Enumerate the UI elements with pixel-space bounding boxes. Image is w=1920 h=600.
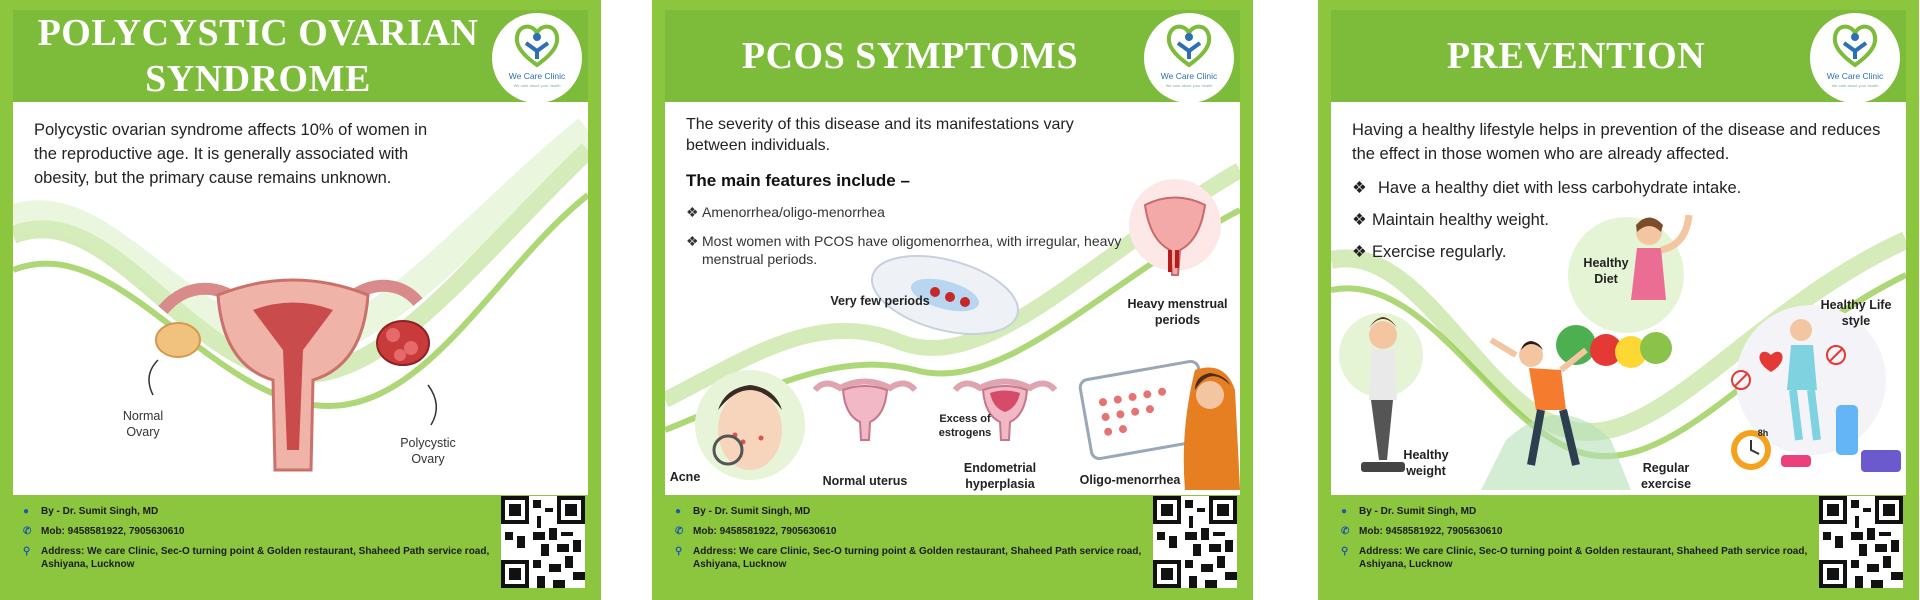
panel-prevention: PREVENTION We Care Clinic We care about … — [1318, 0, 1919, 600]
doctor-line: ● By - Dr. Sumit Singh, MD — [675, 506, 811, 517]
address-line: ⚲ Address: We care Clinic, Sec-O turning … — [1341, 546, 1808, 570]
intro-paragraph: Having a healthy lifestyle helps in prev… — [1352, 121, 1881, 163]
clinic-logo: We Care Clinic We care about your health — [492, 13, 582, 103]
location-pin-icon: ⚲ — [1341, 546, 1349, 557]
qr-code[interactable] — [501, 496, 585, 588]
page-title: POLYCYSTIC OVARIAN SYNDROME — [13, 10, 503, 102]
footer: ● By - Dr. Sumit Singh, MD ✆ Mob: 94585819… — [665, 496, 1240, 600]
address-line: ⚲ Address: We care Clinic, Sec-O turning … — [23, 546, 490, 570]
address-line: ⚲ Address: We care Clinic, Sec-O turning … — [675, 546, 1142, 570]
bullet-item: ❖ Most women with PCOS have oligomenorrhe… — [686, 233, 1122, 267]
logo-tagline: We care about your health — [1831, 83, 1879, 88]
doctor-line: ● By - Dr. Sumit Singh, MD — [23, 506, 159, 517]
logo-text: We Care Clinic — [1826, 71, 1884, 81]
label-acne: Acne — [669, 470, 701, 484]
intro-paragraph: Polycystic ovarian syndrome affects 10% … — [34, 121, 428, 187]
logo-tagline: We care about your health — [513, 83, 561, 88]
symptoms-illustrations — [695, 179, 1240, 490]
phone-icon: ✆ — [1341, 526, 1350, 537]
phone-icon: ✆ — [23, 526, 32, 537]
location-pin-icon: ⚲ — [675, 546, 683, 557]
person-icon: ● — [1341, 506, 1348, 517]
page-title: PCOS SYMPTOMS — [741, 35, 1079, 77]
logo-text: We Care Clinic — [508, 71, 566, 81]
page-title: PREVENTION — [1446, 35, 1706, 77]
footer: ● By - Dr. Sumit Singh, MD ✆ Mob: 94585819… — [13, 496, 588, 600]
phone-line: ✆ Mob: 9458581922, 7905630610 — [23, 526, 185, 537]
label-regular-exercise: Regular exercise — [1640, 461, 1692, 491]
footer: ● By - Dr. Sumit Singh, MD ✆ Mob: 94585819… — [1331, 496, 1906, 600]
label-excess-estrogens: Excess of estrogens — [938, 413, 992, 439]
panel-pcos-intro: POLYCYSTIC OVARIAN SYNDROME We Care Clini… — [0, 0, 601, 600]
title-line-1: POLYCYSTIC OVARIAN — [37, 12, 479, 54]
person-icon: ● — [23, 506, 30, 517]
bullet-icon: ❖ — [686, 233, 699, 249]
bullet-icon: ❖ — [686, 204, 699, 220]
label-healthy-weight: Healthy weight — [1403, 448, 1449, 478]
lifestyle-illustrations — [1339, 214, 1901, 490]
qr-code[interactable] — [1153, 496, 1237, 588]
label-normal-uterus: Normal uterus — [822, 474, 908, 488]
phone-line: ✆ Mob: 9458581922, 7905630610 — [675, 526, 837, 537]
bullet-icon: ❖ — [1352, 179, 1367, 197]
bullet-icon: ❖ — [1352, 211, 1367, 229]
qr-code[interactable] — [1819, 496, 1903, 588]
bullet-item: ❖ Have a healthy diet with less carbohydr… — [1352, 179, 1742, 197]
bullet-item: ❖ Amenorrhea/oligo-menorrhea — [686, 204, 885, 220]
bullet-item: ❖ Exercise regularly. — [1352, 243, 1507, 261]
title-line-2: SYNDROME — [145, 58, 371, 100]
label-healthy-lifestyle: Healthy Life style — [1820, 298, 1892, 328]
uterus-ovaries-illustration — [148, 278, 437, 472]
heart-logo-icon — [514, 24, 560, 68]
heart-logo-icon — [1166, 24, 1212, 68]
panel-pcos-symptoms: PCOS SYMPTOMS We Care Clinic We care abo… — [652, 0, 1253, 600]
bullet-icon: ❖ — [1352, 243, 1367, 261]
heart-logo-icon — [1832, 24, 1878, 68]
panel-content: PREVENTION We Care Clinic We care about … — [1331, 10, 1906, 495]
panel-content: PCOS SYMPTOMS We Care Clinic We care abo… — [665, 10, 1240, 495]
label-healthy-diet: Healthy Diet — [1583, 256, 1629, 286]
features-heading: The main features include – — [686, 171, 910, 190]
clinic-logo: We Care Clinic We care about your health — [1144, 13, 1234, 103]
location-pin-icon: ⚲ — [23, 546, 31, 557]
panel-content: POLYCYSTIC OVARIAN SYNDROME We Care Clini… — [13, 10, 588, 495]
person-icon: ● — [675, 506, 682, 517]
intro-paragraph: The severity of this disease and its man… — [686, 116, 1074, 154]
label-normal-ovary: Normal Ovary — [122, 409, 164, 439]
clinic-logo: We Care Clinic We care about your health — [1810, 13, 1900, 103]
label-heavy-periods: Heavy menstrual periods — [1127, 297, 1228, 327]
bullet-item: ❖ Maintain healthy weight. — [1352, 211, 1550, 229]
logo-tagline: We care about your health — [1165, 83, 1213, 88]
label-polycystic-ovary: Polycystic Ovary — [400, 436, 456, 466]
phone-icon: ✆ — [675, 526, 684, 537]
doctor-line: ● By - Dr. Sumit Singh, MD — [1341, 506, 1477, 517]
label-clock: 8h — [1757, 428, 1769, 438]
label-very-few-periods: Very few periods — [830, 294, 930, 308]
logo-text: We Care Clinic — [1160, 71, 1218, 81]
label-oligo-menorrhea: Oligo-menorrhea — [1079, 473, 1181, 487]
phone-line: ✆ Mob: 9458581922, 7905630610 — [1341, 526, 1503, 537]
label-endometrial-hyperplasia: Endometrial hyperplasia — [963, 461, 1037, 491]
